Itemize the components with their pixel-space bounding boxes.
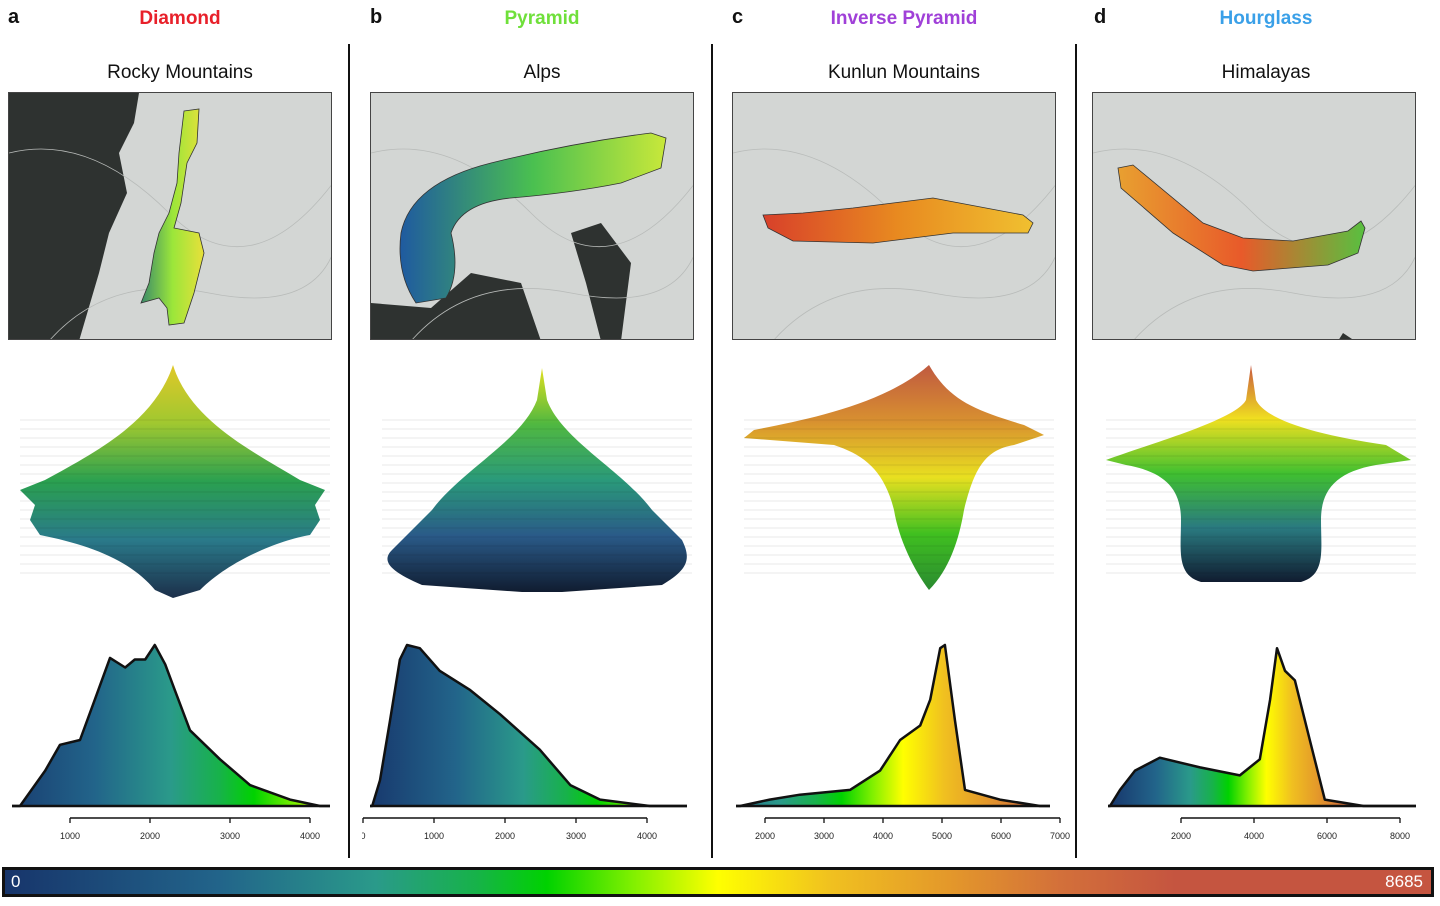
elevation-colorbar: 0 8685 — [2, 867, 1434, 897]
density-outline — [12, 643, 330, 808]
range-map — [370, 92, 694, 340]
x-tick-label: 1000 — [424, 831, 444, 841]
x-tick-label: 7000 — [1050, 831, 1070, 841]
shape-silhouette — [1106, 365, 1411, 582]
panel-a: a Diamond Rocky Mountains 1000 2000 3000 40… — [0, 0, 360, 860]
range-outline — [140, 108, 205, 326]
x-tick-label: 4000 — [873, 831, 893, 841]
profile-type-title: Diamond — [139, 8, 221, 29]
x-tick-label: 3000 — [220, 831, 240, 841]
range-map — [8, 92, 332, 340]
density-area — [12, 645, 330, 806]
x-tick-label: 6000 — [1317, 831, 1337, 841]
x-tick-label: 2000 — [140, 831, 160, 841]
panel-letter: c — [732, 6, 744, 28]
range-outline — [762, 197, 1034, 244]
x-tick-label: 4000 — [1244, 831, 1264, 841]
profile-type-title: Hourglass — [1219, 8, 1313, 29]
panel-b: b Pyramid Alps 0 1000 2000 3000 4000 — [360, 0, 722, 860]
density-area — [736, 645, 1050, 806]
colorbar-min-label: 0 — [11, 872, 21, 891]
mountain-range-name: Himalayas — [1221, 62, 1311, 83]
range-outline — [1117, 164, 1366, 272]
panel-divider — [1075, 44, 1077, 858]
hypsometric-3d-shape — [724, 360, 1084, 610]
panel-c: c Inverse Pyramid Kunlun Mountains 2000 3… — [724, 0, 1084, 860]
x-tick-label: 3000 — [814, 831, 834, 841]
elevation-density-chart: 1000 2000 3000 4000 — [0, 630, 360, 850]
sea-landmass — [1339, 333, 1352, 339]
mountain-range-name: Kunlun Mountains — [827, 62, 981, 83]
x-tick-label: 2000 — [495, 831, 515, 841]
range-outline — [399, 132, 667, 304]
profile-type-title: Inverse Pyramid — [830, 8, 978, 29]
hypsometric-3d-shape — [0, 360, 360, 610]
profile-type-title: Pyramid — [504, 8, 580, 29]
density-outline — [370, 643, 687, 808]
mountain-range-name: Rocky Mountains — [107, 62, 253, 83]
panel-d: d Hourglass Himalayas 2000 4000 6000 8000 — [1086, 0, 1440, 860]
colorbar-max-label: 8685 — [1385, 872, 1423, 891]
sea-landmass — [371, 223, 631, 339]
density-area — [370, 645, 687, 806]
density-outline — [1108, 646, 1416, 808]
x-tick-label: 5000 — [932, 831, 952, 841]
panel-letter: a — [8, 6, 20, 28]
shape-silhouette — [387, 368, 687, 592]
panel-divider — [348, 44, 350, 858]
mountain-range-name: Alps — [523, 62, 561, 83]
x-tick-label: 8000 — [1390, 831, 1410, 841]
x-tick-label: 4000 — [300, 831, 320, 841]
x-tick-label: 2000 — [1171, 831, 1191, 841]
sea-landmass — [9, 93, 139, 339]
shape-silhouette — [20, 365, 325, 598]
panel-letter: d — [1094, 6, 1107, 28]
panel-letter: b — [370, 6, 383, 28]
x-tick-label: 6000 — [991, 831, 1011, 841]
elevation-density-chart: 0 1000 2000 3000 4000 — [360, 630, 722, 850]
panel-divider — [711, 44, 713, 858]
hypsometric-3d-shape — [1086, 360, 1440, 610]
range-map — [1092, 92, 1416, 340]
x-tick-label: 1000 — [60, 831, 80, 841]
shape-silhouette — [744, 365, 1044, 590]
density-area — [1108, 648, 1416, 806]
elevation-density-chart: 2000 3000 4000 5000 6000 7000 — [724, 630, 1084, 850]
x-tick-label: 3000 — [566, 831, 586, 841]
hypsometric-3d-shape — [362, 360, 722, 610]
x-tick-label: 2000 — [755, 831, 775, 841]
elevation-density-chart: 2000 4000 6000 8000 — [1086, 630, 1440, 850]
x-tick-label: 4000 — [637, 831, 657, 841]
x-tick-label: 0 — [362, 831, 366, 841]
density-outline — [736, 643, 1050, 808]
range-map — [732, 92, 1056, 340]
